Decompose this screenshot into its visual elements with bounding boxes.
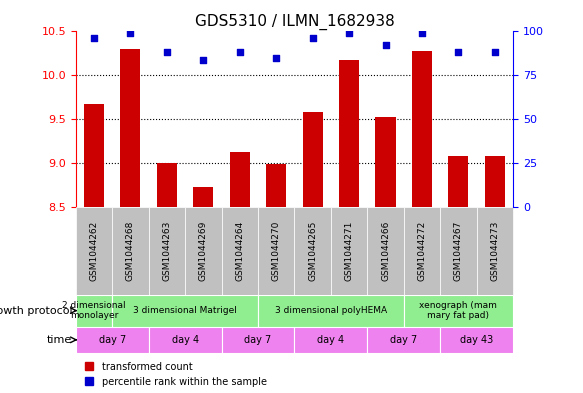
FancyBboxPatch shape [149,327,222,353]
Bar [266,164,286,207]
FancyBboxPatch shape [367,207,403,294]
FancyBboxPatch shape [403,294,513,327]
Text: GSM1044268: GSM1044268 [126,220,135,281]
Legend: transformed count, percentile rank within the sample: transformed count, percentile rank withi… [80,358,271,391]
FancyBboxPatch shape [367,327,440,353]
Point [272,55,281,61]
Point [345,30,354,36]
Point [454,50,463,56]
Text: day 4: day 4 [317,335,345,345]
FancyBboxPatch shape [76,294,112,327]
Text: day 7: day 7 [244,335,272,345]
FancyBboxPatch shape [258,294,403,327]
FancyBboxPatch shape [331,207,367,294]
Text: GSM1044264: GSM1044264 [236,220,244,281]
FancyBboxPatch shape [76,327,149,353]
Text: GSM1044270: GSM1044270 [272,220,280,281]
FancyBboxPatch shape [258,207,294,294]
Point [417,30,427,36]
Text: 3 dimensional Matrigel: 3 dimensional Matrigel [133,306,237,315]
Bar [84,104,104,207]
FancyBboxPatch shape [476,207,513,294]
Title: GDS5310 / ILMN_1682938: GDS5310 / ILMN_1682938 [195,14,394,30]
Text: GSM1044269: GSM1044269 [199,220,208,281]
Text: xenograph (mam
mary fat pad): xenograph (mam mary fat pad) [419,301,497,320]
Text: day 43: day 43 [460,335,493,345]
Text: 3 dimensional polyHEMA: 3 dimensional polyHEMA [275,306,387,315]
FancyBboxPatch shape [112,207,149,294]
Text: growth protocol: growth protocol [0,306,72,316]
FancyBboxPatch shape [185,207,222,294]
FancyBboxPatch shape [222,327,294,353]
Text: GSM1044262: GSM1044262 [90,220,99,281]
FancyBboxPatch shape [440,327,513,353]
Bar [485,156,505,207]
Bar [230,152,250,207]
Point [490,50,500,56]
Point [89,35,99,42]
Text: GSM1044272: GSM1044272 [417,220,426,281]
FancyBboxPatch shape [149,207,185,294]
Text: GSM1044266: GSM1044266 [381,220,390,281]
Text: GSM1044265: GSM1044265 [308,220,317,281]
Text: day 7: day 7 [390,335,417,345]
FancyBboxPatch shape [112,294,258,327]
Bar [375,118,395,207]
Point [162,50,171,56]
Point [199,56,208,62]
Text: day 7: day 7 [99,335,126,345]
Point [308,35,317,42]
FancyBboxPatch shape [294,327,367,353]
Text: GSM1044271: GSM1044271 [345,220,353,281]
FancyBboxPatch shape [294,207,331,294]
Text: GSM1044273: GSM1044273 [490,220,499,281]
Point [235,50,244,56]
Text: day 4: day 4 [171,335,199,345]
Text: GSM1044263: GSM1044263 [163,220,171,281]
Bar [194,187,213,207]
Text: 2 dimensional
monolayer: 2 dimensional monolayer [62,301,126,320]
Bar [448,156,468,207]
Bar [412,51,432,207]
Text: time: time [47,335,72,345]
Bar [121,49,141,207]
FancyBboxPatch shape [440,207,476,294]
Bar [157,163,177,207]
Text: GSM1044267: GSM1044267 [454,220,463,281]
Point [381,42,390,49]
FancyBboxPatch shape [76,207,112,294]
Bar [339,59,359,207]
Point [126,30,135,36]
Bar [303,112,322,207]
FancyBboxPatch shape [403,207,440,294]
FancyBboxPatch shape [222,207,258,294]
